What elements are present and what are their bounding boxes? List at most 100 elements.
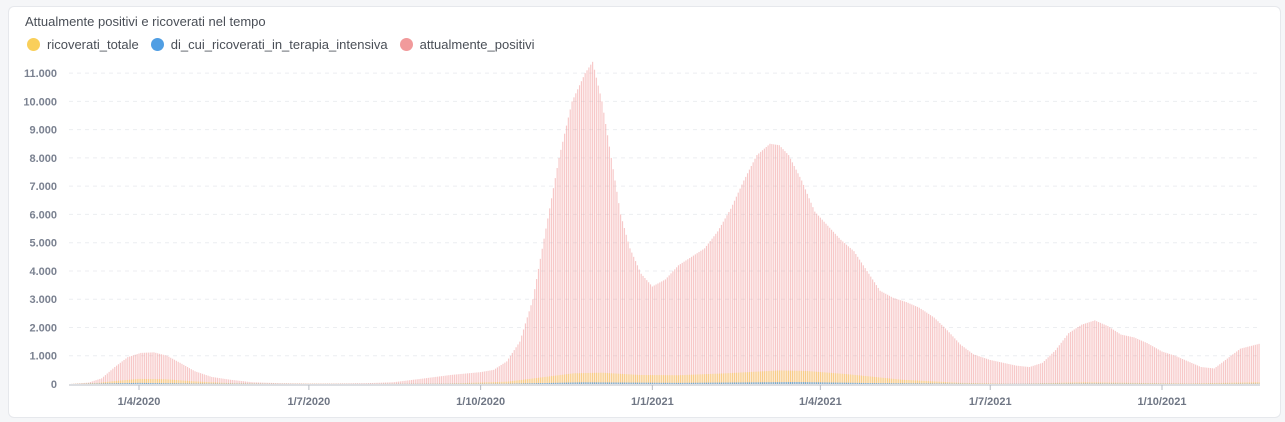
- bar-attualmente-positivi[interactable]: [313, 383, 316, 384]
- bar-attualmente-positivi[interactable]: [989, 359, 991, 384]
- bar-attualmente-positivi[interactable]: [300, 383, 302, 384]
- bar-attualmente-positivi[interactable]: [328, 383, 330, 384]
- bar-terapia-intensiva[interactable]: [887, 383, 889, 384]
- bar-terapia-intensiva[interactable]: [106, 383, 108, 384]
- bar-ricoverati-totale[interactable]: [209, 382, 211, 384]
- bar-ricoverati-totale[interactable]: [842, 373, 844, 384]
- bar-terapia-intensiva[interactable]: [549, 382, 551, 384]
- bar-attualmente-positivi[interactable]: [179, 362, 181, 384]
- bar-attualmente-positivi[interactable]: [642, 275, 644, 384]
- bar-attualmente-positivi[interactable]: [1168, 353, 1171, 384]
- bar-ricoverati-totale[interactable]: [605, 372, 607, 384]
- bar-ricoverati-totale[interactable]: [508, 381, 510, 384]
- bar-ricoverati-totale[interactable]: [872, 376, 874, 384]
- bar-attualmente-positivi[interactable]: [412, 379, 414, 384]
- bar-ricoverati-totale[interactable]: [1083, 382, 1085, 384]
- bar-terapia-intensiva[interactable]: [599, 382, 601, 384]
- bar-terapia-intensiva[interactable]: [838, 382, 840, 384]
- bar-attualmente-positivi[interactable]: [515, 347, 517, 384]
- bar-ricoverati-totale[interactable]: [786, 370, 788, 384]
- bar-ricoverati-totale[interactable]: [1055, 382, 1057, 384]
- bar-terapia-intensiva[interactable]: [916, 383, 919, 384]
- bar-ricoverati-totale[interactable]: [982, 383, 984, 384]
- bar-attualmente-positivi[interactable]: [625, 234, 627, 384]
- bar-attualmente-positivi[interactable]: [394, 382, 396, 384]
- bar-ricoverati-totale[interactable]: [496, 382, 499, 384]
- bar-attualmente-positivi[interactable]: [1140, 340, 1143, 384]
- bar-ricoverati-totale[interactable]: [655, 375, 657, 384]
- bar-attualmente-positivi[interactable]: [577, 89, 579, 384]
- bar-attualmente-positivi[interactable]: [552, 188, 555, 384]
- bar-ricoverati-totale[interactable]: [987, 383, 989, 384]
- bar-attualmente-positivi[interactable]: [556, 168, 558, 384]
- bar-ricoverati-totale[interactable]: [1041, 383, 1044, 384]
- bar-ricoverati-totale[interactable]: [140, 378, 142, 384]
- bar-ricoverati-totale[interactable]: [448, 383, 450, 384]
- bar-terapia-intensiva[interactable]: [640, 382, 642, 384]
- bar-terapia-intensiva[interactable]: [130, 382, 133, 384]
- bar-attualmente-positivi[interactable]: [913, 305, 915, 384]
- bar-terapia-intensiva[interactable]: [147, 382, 149, 384]
- bar-attualmente-positivi[interactable]: [560, 149, 562, 384]
- bar-ricoverati-totale[interactable]: [201, 381, 204, 384]
- bar-attualmente-positivi[interactable]: [821, 219, 823, 384]
- bar-attualmente-positivi[interactable]: [185, 365, 187, 384]
- bar-attualmente-positivi[interactable]: [1122, 334, 1124, 384]
- bar-ricoverati-totale[interactable]: [183, 380, 185, 384]
- bar-ricoverati-totale[interactable]: [631, 374, 633, 385]
- bar-terapia-intensiva[interactable]: [900, 383, 902, 384]
- bar-ricoverati-totale[interactable]: [851, 374, 853, 384]
- bar-ricoverati-totale[interactable]: [1221, 382, 1223, 384]
- bar-ricoverati-totale[interactable]: [832, 373, 835, 384]
- bar-ricoverati-totale[interactable]: [466, 382, 469, 384]
- bar-attualmente-positivi[interactable]: [597, 85, 599, 384]
- bar-ricoverati-totale[interactable]: [803, 370, 805, 384]
- bar-ricoverati-totale[interactable]: [920, 380, 922, 384]
- bar-terapia-intensiva[interactable]: [661, 382, 663, 384]
- bar-attualmente-positivi[interactable]: [1174, 355, 1176, 384]
- bar-ricoverati-totale[interactable]: [229, 383, 232, 384]
- bar-terapia-intensiva[interactable]: [767, 382, 769, 384]
- bar-attualmente-positivi[interactable]: [901, 300, 904, 384]
- bar-ricoverati-totale[interactable]: [823, 372, 825, 384]
- bar-attualmente-positivi[interactable]: [808, 198, 810, 384]
- bar-attualmente-positivi[interactable]: [565, 125, 568, 385]
- bar-attualmente-positivi[interactable]: [222, 378, 224, 384]
- bar-ricoverati-totale[interactable]: [1180, 383, 1182, 384]
- bar-ricoverati-totale[interactable]: [1174, 383, 1176, 384]
- bar-terapia-intensiva[interactable]: [543, 383, 545, 384]
- bar-attualmente-positivi[interactable]: [1019, 366, 1021, 384]
- bar-ricoverati-totale[interactable]: [933, 381, 935, 384]
- bar-terapia-intensiva[interactable]: [773, 382, 775, 384]
- bar-ricoverati-totale[interactable]: [931, 381, 933, 384]
- bar-attualmente-positivi[interactable]: [138, 353, 140, 384]
- bar-attualmente-positivi[interactable]: [285, 383, 288, 384]
- bar-attualmente-positivi[interactable]: [259, 382, 261, 384]
- bar-attualmente-positivi[interactable]: [1142, 341, 1144, 384]
- bar-ricoverati-totale[interactable]: [145, 378, 148, 384]
- bar-ricoverati-totale[interactable]: [185, 380, 187, 384]
- bar-attualmente-positivi[interactable]: [707, 243, 709, 385]
- bar-attualmente-positivi[interactable]: [1170, 354, 1172, 384]
- bar-ricoverati-totale[interactable]: [1170, 383, 1172, 384]
- bar-attualmente-positivi[interactable]: [427, 377, 429, 384]
- bar-ricoverati-totale[interactable]: [801, 370, 803, 384]
- bar-attualmente-positivi[interactable]: [1204, 367, 1206, 384]
- bar-ricoverati-totale[interactable]: [177, 380, 179, 384]
- bar-ricoverati-totale[interactable]: [799, 370, 801, 384]
- bar-ricoverati-totale[interactable]: [147, 379, 149, 384]
- bar-attualmente-positivi[interactable]: [1163, 352, 1165, 384]
- bar-ricoverati-totale[interactable]: [1081, 382, 1083, 384]
- bar-ricoverati-totale[interactable]: [205, 381, 207, 384]
- bar-terapia-intensiva[interactable]: [550, 382, 553, 384]
- bar-ricoverati-totale[interactable]: [946, 382, 948, 384]
- bar-ricoverati-totale[interactable]: [179, 380, 181, 384]
- bar-ricoverati-totale[interactable]: [674, 375, 676, 384]
- bar-ricoverati-totale[interactable]: [1230, 382, 1232, 384]
- bar-attualmente-positivi[interactable]: [99, 378, 101, 384]
- bar-attualmente-positivi[interactable]: [853, 251, 855, 384]
- bar-attualmente-positivi[interactable]: [593, 69, 596, 385]
- bar-ricoverati-totale[interactable]: [662, 375, 665, 384]
- bar-attualmente-positivi[interactable]: [743, 180, 745, 384]
- bar-ricoverati-totale[interactable]: [1152, 383, 1154, 384]
